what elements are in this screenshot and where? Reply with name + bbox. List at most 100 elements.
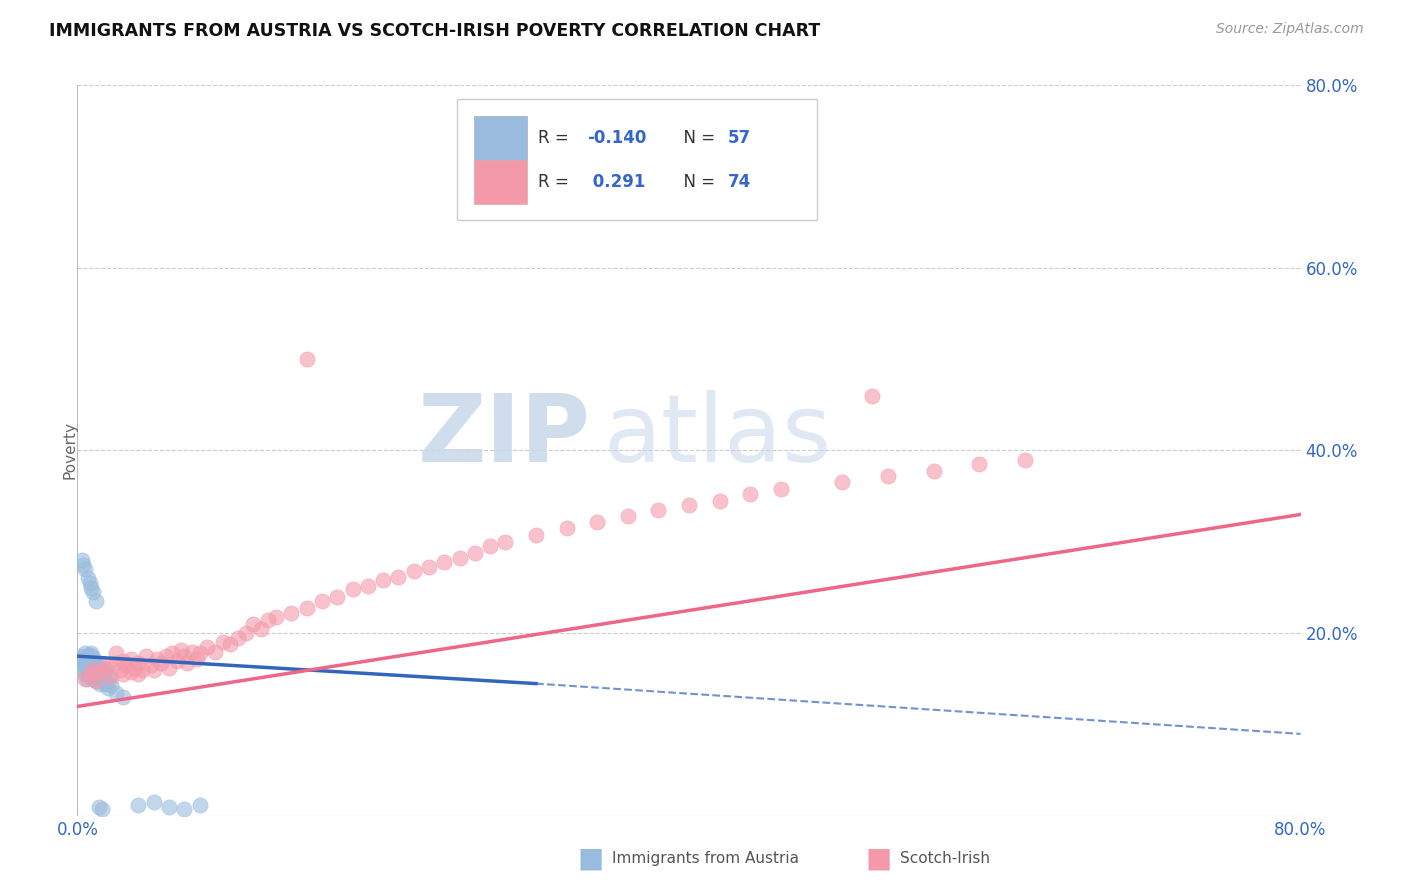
- Point: [433, 555, 456, 569]
- Point: [108, 663, 131, 677]
- Point: [555, 521, 578, 535]
- Point: [418, 560, 440, 574]
- Point: [70, 658, 93, 673]
- Point: [188, 647, 211, 661]
- Point: [97, 658, 120, 673]
- Point: [87, 665, 110, 679]
- Point: [73, 647, 96, 661]
- Text: Scotch-Irish: Scotch-Irish: [900, 851, 990, 865]
- Point: [160, 647, 183, 661]
- Point: [128, 656, 150, 670]
- Point: [90, 672, 112, 686]
- Point: [188, 798, 211, 813]
- Text: N =: N =: [673, 129, 720, 147]
- Point: [82, 585, 104, 599]
- Point: [112, 654, 135, 668]
- Point: [387, 569, 409, 583]
- Point: [524, 527, 547, 541]
- Point: [146, 652, 169, 666]
- Text: N =: N =: [673, 173, 720, 191]
- Point: [79, 576, 101, 591]
- Point: [131, 663, 153, 677]
- Point: [922, 464, 945, 478]
- Point: [73, 562, 96, 576]
- Point: [242, 617, 264, 632]
- Point: [90, 661, 112, 675]
- Point: [96, 673, 118, 688]
- Point: [89, 663, 111, 677]
- FancyBboxPatch shape: [474, 116, 527, 161]
- Point: [155, 649, 177, 664]
- Point: [89, 665, 111, 679]
- Point: [586, 515, 609, 529]
- Point: [709, 493, 731, 508]
- Point: [91, 667, 114, 681]
- Point: [617, 509, 640, 524]
- Point: [295, 352, 318, 367]
- Point: [76, 672, 98, 686]
- Point: [104, 656, 127, 670]
- Text: ZIP: ZIP: [418, 390, 591, 482]
- Text: 0.291: 0.291: [588, 173, 645, 191]
- Point: [86, 669, 108, 683]
- Point: [73, 667, 96, 681]
- FancyBboxPatch shape: [457, 99, 817, 220]
- Point: [831, 475, 853, 490]
- Point: [166, 654, 188, 668]
- Point: [250, 622, 273, 636]
- Point: [73, 672, 96, 686]
- Point: [79, 667, 101, 681]
- Point: [82, 650, 104, 665]
- Point: [150, 656, 173, 670]
- Text: atlas: atlas: [603, 390, 831, 482]
- Point: [120, 665, 142, 679]
- Point: [70, 553, 93, 567]
- Point: [357, 579, 380, 593]
- Point: [740, 487, 762, 501]
- Y-axis label: Poverty: Poverty: [63, 421, 77, 480]
- Point: [342, 582, 364, 597]
- Text: -0.140: -0.140: [588, 129, 647, 147]
- Point: [94, 661, 117, 675]
- Point: [181, 644, 204, 658]
- Point: [112, 690, 135, 705]
- Point: [280, 606, 302, 620]
- Point: [76, 649, 98, 664]
- Point: [495, 535, 517, 549]
- Point: [464, 546, 486, 560]
- Point: [73, 656, 96, 670]
- Point: [77, 572, 100, 586]
- Point: [326, 590, 349, 604]
- Point: [862, 389, 884, 403]
- Point: [647, 503, 669, 517]
- Point: [371, 574, 394, 588]
- Point: [72, 652, 94, 666]
- Point: [100, 678, 122, 692]
- Point: [226, 631, 249, 645]
- Point: [769, 482, 792, 496]
- Point: [83, 665, 105, 680]
- Point: [449, 551, 471, 566]
- Point: [72, 558, 94, 572]
- Text: ■: ■: [578, 844, 603, 872]
- Point: [311, 594, 333, 608]
- Text: IMMIGRANTS FROM AUSTRIA VS SCOTCH-IRISH POVERTY CORRELATION CHART: IMMIGRANTS FROM AUSTRIA VS SCOTCH-IRISH …: [49, 22, 821, 40]
- Text: R =: R =: [538, 173, 575, 191]
- Point: [128, 667, 150, 681]
- Point: [115, 658, 138, 673]
- Point: [86, 658, 108, 673]
- Point: [80, 667, 103, 681]
- Point: [157, 661, 180, 675]
- Point: [186, 652, 208, 666]
- Point: [79, 658, 101, 673]
- Point: [83, 654, 105, 668]
- Point: [82, 661, 104, 675]
- Point: [94, 676, 117, 690]
- Point: [135, 649, 157, 664]
- Point: [79, 648, 101, 663]
- Point: [97, 681, 120, 696]
- Point: [264, 610, 287, 624]
- Point: [112, 667, 135, 681]
- Point: [195, 640, 218, 654]
- Point: [80, 647, 103, 661]
